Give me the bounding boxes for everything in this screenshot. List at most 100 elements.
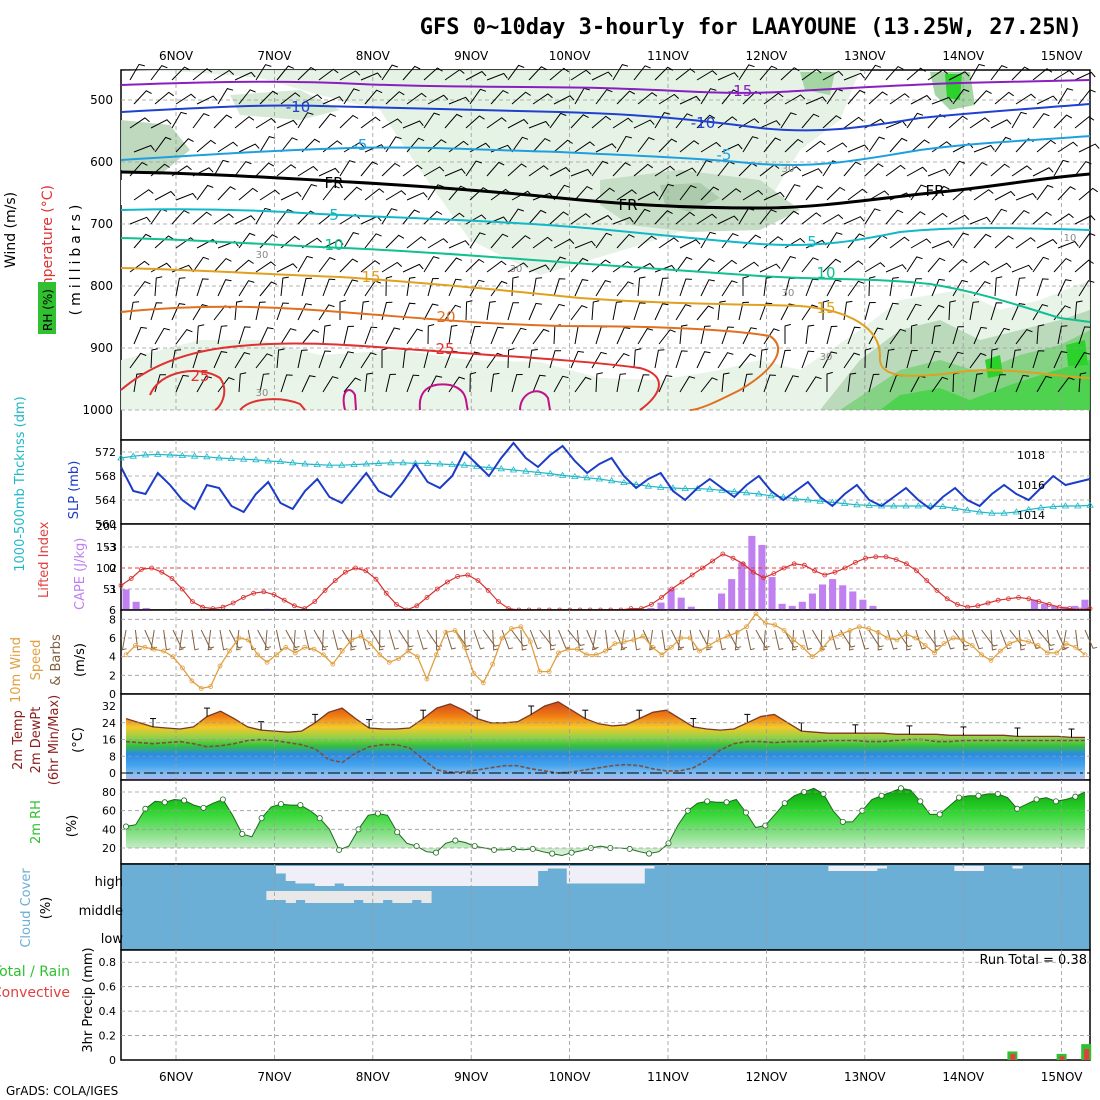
- wind10m-marker: [668, 644, 674, 650]
- wind10m-marker: [979, 652, 984, 658]
- rh2m-units: (%): [65, 815, 80, 838]
- wind-barb: [595, 232, 613, 249]
- wind-barb: [675, 113, 693, 129]
- cloud-gap: [634, 866, 645, 884]
- isotherm-30a: [342, 389, 357, 411]
- wind-barb: [1078, 232, 1096, 249]
- wind-barb: [360, 116, 381, 129]
- wind10m-marker: [650, 644, 655, 650]
- wind10m-barb: [849, 629, 854, 651]
- wind-barb: [507, 262, 529, 273]
- wind-barb: [486, 161, 505, 177]
- wind-barb: [381, 301, 393, 321]
- wind-barb: [826, 186, 846, 201]
- wind-barb: [301, 329, 319, 345]
- wind-barb: [448, 96, 470, 105]
- wind-barb: [780, 166, 802, 177]
- wind-barb: [360, 72, 382, 81]
- wind-barb: [486, 352, 504, 369]
- wind-barb: [616, 327, 631, 345]
- cloud-gap: [324, 891, 335, 903]
- thickness-panel-frame: [120, 439, 1091, 525]
- wind10m-barb: [293, 629, 298, 651]
- temp2m-area: [126, 701, 1085, 782]
- wind10m-tick: 0: [109, 688, 116, 701]
- wind10m-barb: [774, 629, 784, 651]
- wind-barb: [444, 113, 463, 129]
- cloud-gap: [838, 866, 849, 871]
- wind-barb: [868, 190, 890, 201]
- wind-barb: [549, 256, 566, 273]
- li-marker: [812, 568, 817, 574]
- rh2m-marker: [432, 849, 439, 856]
- chart-title: GFS 0~10day 3-hourly for LAAYOUNE (13.25…: [420, 15, 1082, 40]
- li-marker: [393, 602, 399, 607]
- wind10m-marker: [885, 635, 890, 641]
- wind-barb: [255, 117, 277, 129]
- wind-barb: [511, 327, 527, 345]
- wind-barb: [532, 236, 553, 249]
- wind-barb: [679, 239, 701, 249]
- wind10m-barb: [620, 629, 626, 651]
- wind-barb: [570, 69, 591, 81]
- wind-barb: [465, 160, 482, 177]
- li-marker: [730, 555, 736, 561]
- wind-barb: [318, 350, 331, 369]
- wind10m-marker: [527, 639, 533, 645]
- wind10m-barb: [1037, 629, 1055, 647]
- wind-barb: [402, 263, 424, 273]
- wind-barb: [469, 187, 489, 201]
- wind-barb: [423, 67, 443, 81]
- wind-barb: [696, 351, 711, 369]
- wind-barb: [528, 165, 549, 177]
- li-marker: [995, 597, 1001, 603]
- li-marker: [842, 565, 848, 571]
- thickness-marker: [350, 460, 358, 467]
- wind10m-marker: [574, 646, 580, 652]
- thickness-marker: [1074, 502, 1082, 509]
- wind-barb: [696, 70, 718, 81]
- cloud-gap: [431, 866, 442, 886]
- wind10m-marker: [960, 637, 966, 643]
- wind-barb: [1015, 237, 1036, 249]
- wind-barb: [339, 70, 361, 81]
- li-marker: [914, 568, 919, 574]
- wind-barb: [217, 279, 232, 297]
- rh2m-marker: [219, 796, 226, 803]
- thickness-marker: [1061, 502, 1070, 509]
- wind10m-marker: [856, 624, 862, 630]
- wind-barb: [801, 68, 822, 81]
- wind-barb: [969, 216, 991, 225]
- wind10m-marker: [161, 648, 167, 654]
- contour-label: 25: [435, 340, 454, 358]
- wind-barb: [259, 327, 274, 345]
- wind-barb: [217, 141, 238, 153]
- wind10m-marker: [715, 637, 721, 643]
- wind-barb: [280, 191, 302, 201]
- wind-barb: [196, 184, 214, 201]
- wind10m-marker: [1016, 637, 1022, 643]
- wind-barb: [721, 326, 734, 345]
- thickness-marker: [706, 485, 714, 492]
- rh2m-marker: [297, 802, 304, 809]
- wind-barb: [969, 301, 980, 321]
- wind-barb: [490, 326, 504, 345]
- wind10m-marker: [1082, 652, 1088, 658]
- wind-barb: [549, 350, 562, 369]
- cloud-gap: [460, 866, 471, 886]
- li-marker: [669, 586, 675, 592]
- temp2m-label-1: 2m Temp: [11, 710, 26, 770]
- wind-barb: [213, 159, 229, 177]
- cape-tick: 102: [96, 562, 117, 575]
- wind-barb: [784, 184, 801, 201]
- wind-barb: [889, 137, 908, 153]
- li-marker: [414, 603, 420, 609]
- wind-barb: [1011, 303, 1026, 321]
- temp2m-label-2: 2m DewPt: [29, 707, 44, 774]
- precip-convective-bar: [1084, 1049, 1090, 1060]
- wind-barb: [528, 120, 550, 129]
- wind-barb: [427, 324, 435, 345]
- day-label-bottom: 8NOV: [356, 1070, 391, 1084]
- cloud-gap: [498, 866, 510, 886]
- wind-barb: [763, 328, 780, 345]
